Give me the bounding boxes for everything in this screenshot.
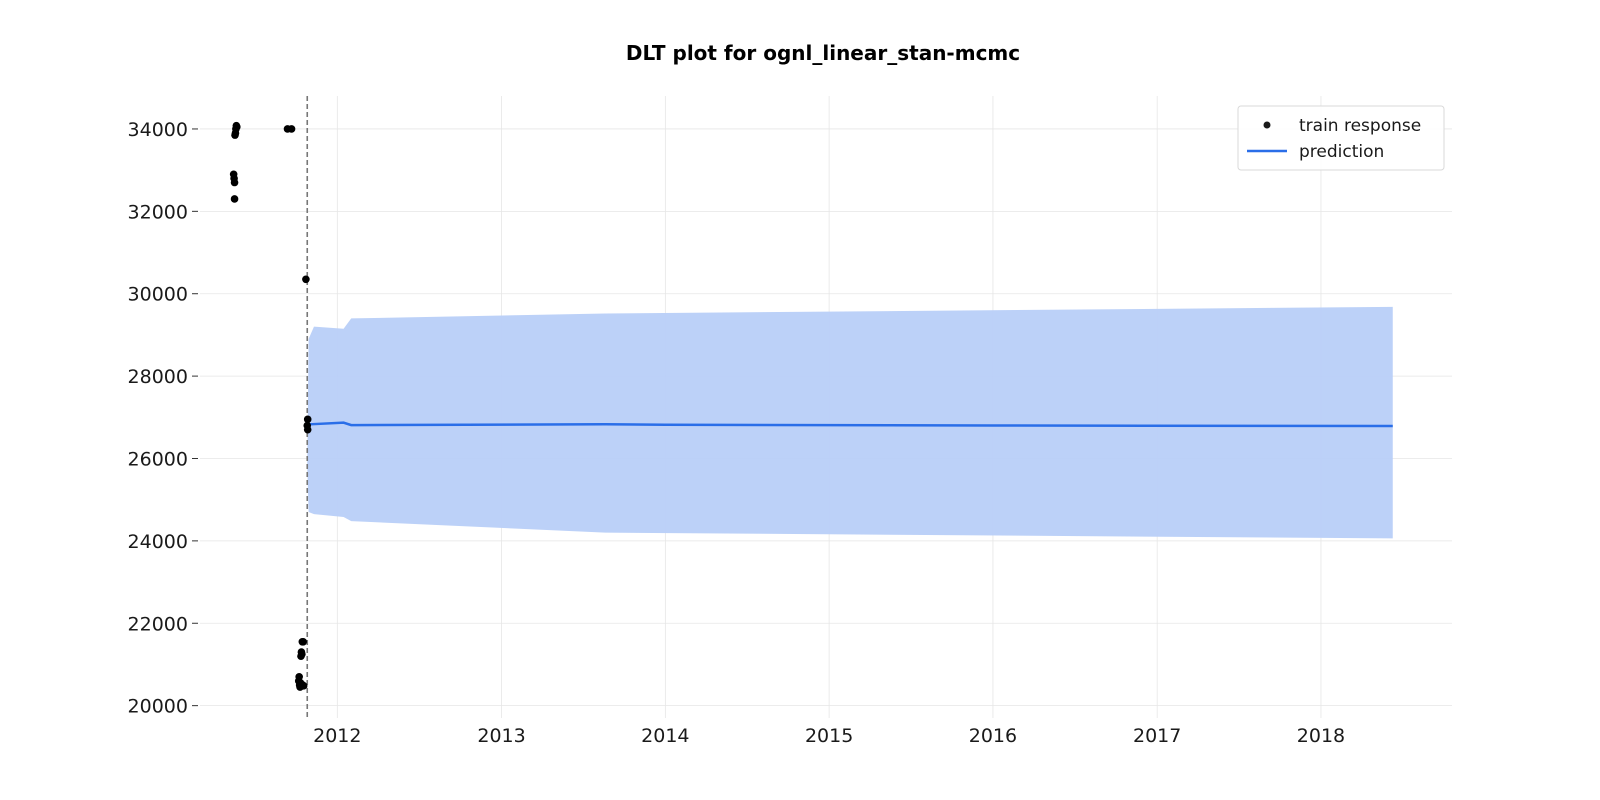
train-response-points xyxy=(229,121,312,691)
prediction-line xyxy=(306,421,1393,428)
train-response-point xyxy=(230,195,239,203)
legend: train response prediction xyxy=(1237,105,1445,171)
train-response-point xyxy=(302,275,310,284)
y-tick-label: 24000 xyxy=(128,531,188,553)
train-response-point xyxy=(287,125,296,133)
prediction-line-layer xyxy=(306,421,1393,428)
train-response-point xyxy=(295,673,303,681)
x-tick-label: 2015 xyxy=(805,725,853,747)
x-tick-label: 2014 xyxy=(641,725,689,747)
prediction-uncertainty-band xyxy=(307,306,1393,539)
train-response-point xyxy=(299,637,308,646)
train-response-point xyxy=(303,425,312,434)
train-response-point xyxy=(299,682,308,690)
y-tick-label: 32000 xyxy=(128,201,188,223)
y-tick-label: 34000 xyxy=(128,119,188,141)
legend-swatch-train-response xyxy=(1263,121,1271,129)
train-response-point xyxy=(230,178,239,187)
y-tick-label: 26000 xyxy=(128,448,188,470)
legend-frame xyxy=(1237,105,1445,171)
x-tick-label: 2017 xyxy=(1133,725,1181,747)
y-tick-label: 30000 xyxy=(128,284,188,306)
y-tick-label: 28000 xyxy=(128,366,188,388)
chart-title: DLT plot for ognl_linear_stan-mcmc xyxy=(626,41,1020,65)
x-tick-label: 2016 xyxy=(969,725,1017,747)
train-response-point xyxy=(232,123,241,131)
train-response-point xyxy=(298,650,306,658)
x-tick-label: 2013 xyxy=(477,725,525,747)
x-tick-label: 2012 xyxy=(313,725,361,747)
train-response-point xyxy=(303,415,312,424)
legend-label-train-response: train response xyxy=(1299,116,1421,136)
uncertainty-band-layer xyxy=(307,306,1393,539)
y-tick-label: 20000 xyxy=(128,696,188,718)
y-tick-label: 22000 xyxy=(128,613,188,635)
x-tick-label: 2018 xyxy=(1297,725,1345,747)
legend-label-prediction: prediction xyxy=(1299,142,1384,162)
y-axis-ticks: 20000 22000 24000 26000 28000 30000 32000 34000 xyxy=(128,119,198,718)
x-axis-ticks: 2012 2013 2014 2015 2016 2017 2018 xyxy=(313,725,1345,747)
